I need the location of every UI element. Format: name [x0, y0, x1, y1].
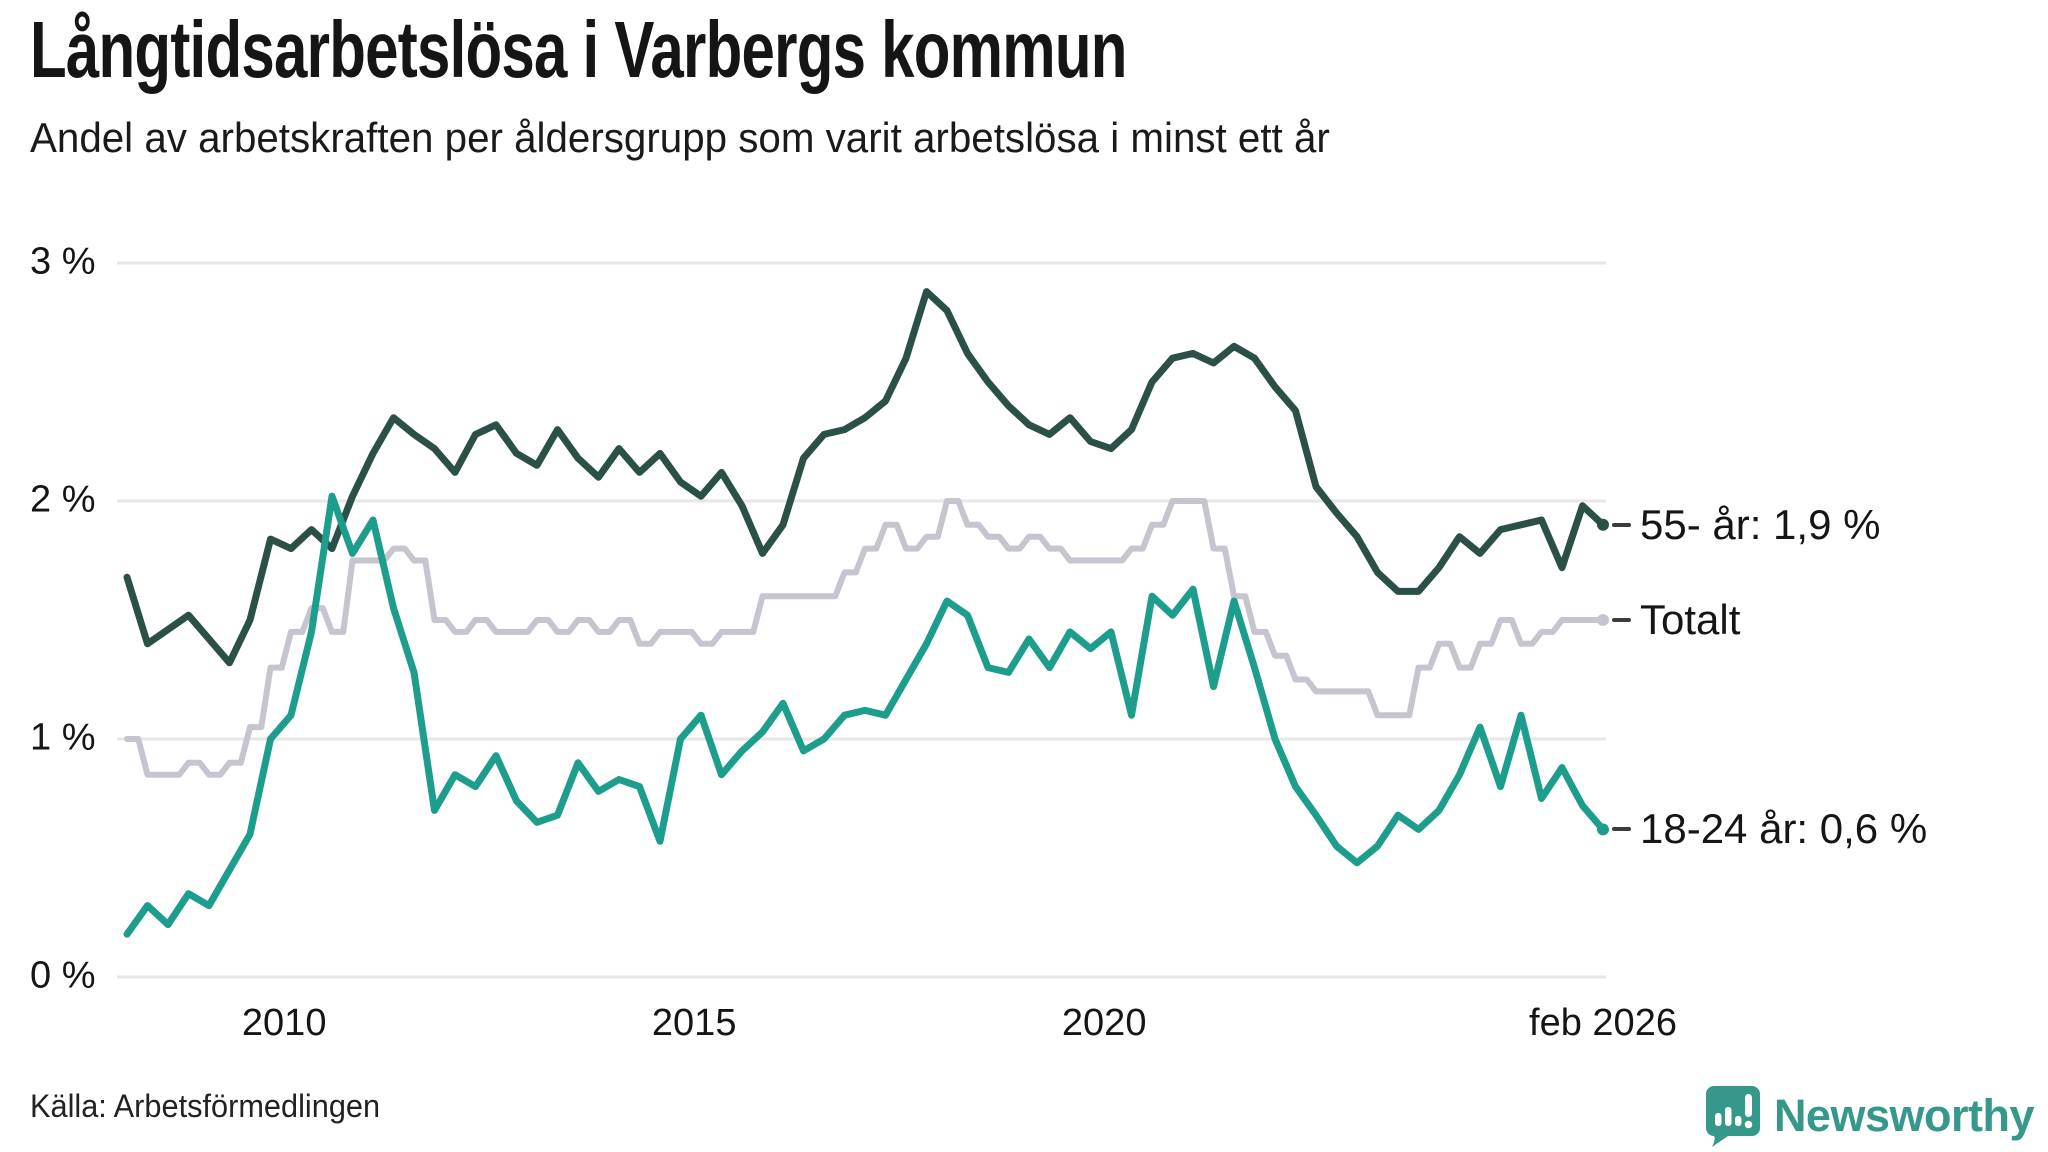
source-caption: Källa: Arbetsförmedlingen: [30, 1088, 381, 1124]
series-line-55-r: [123, 288, 1607, 667]
series-label-18-24-ar: 18-24 år: 0,6 %: [1612, 805, 1927, 853]
x-tick-2020: 2020: [1061, 1002, 1147, 1044]
series-label-55-ar: 55- år: 1,9 %: [1612, 501, 1880, 549]
x-tick-2010: 2010: [241, 1002, 327, 1044]
page-title: Långtidsarbetslösa i Varbergs kommun: [30, 5, 1127, 94]
y-tick-1: 1 %: [30, 716, 96, 759]
brand-name: Newsworthy: [1773, 1090, 2035, 1141]
label-tick-dash: [1612, 618, 1631, 622]
newsworthy-bubble-chart-icon: [1705, 1086, 1760, 1147]
y-tick-2: 2 %: [30, 478, 96, 521]
chart-subtitle: Andel av arbetskraften per åldersgrupp s…: [30, 114, 1330, 161]
x-tick-feb-2026: feb 2026: [1529, 1002, 1677, 1044]
y-tick-3: 3 %: [30, 240, 96, 283]
y-tick-0: 0 %: [30, 954, 96, 997]
label-tick-dash: [1612, 827, 1631, 832]
series-line-Totalt: [124, 498, 1606, 778]
label-tick-dash: [1612, 522, 1631, 527]
x-tick-2015: 2015: [651, 1002, 737, 1044]
series-label-totalt: Totalt: [1612, 596, 1740, 644]
series-label-text: 18-24 år: 0,6 %: [1640, 805, 1928, 853]
newsworthy-logo: Newsworthy: [1704, 1084, 2035, 1148]
series-label-text: Totalt: [1640, 596, 1741, 643]
series-line-18-24-r: [123, 492, 1607, 938]
series-label-text: 55- år: 1,9 %: [1640, 500, 1881, 548]
